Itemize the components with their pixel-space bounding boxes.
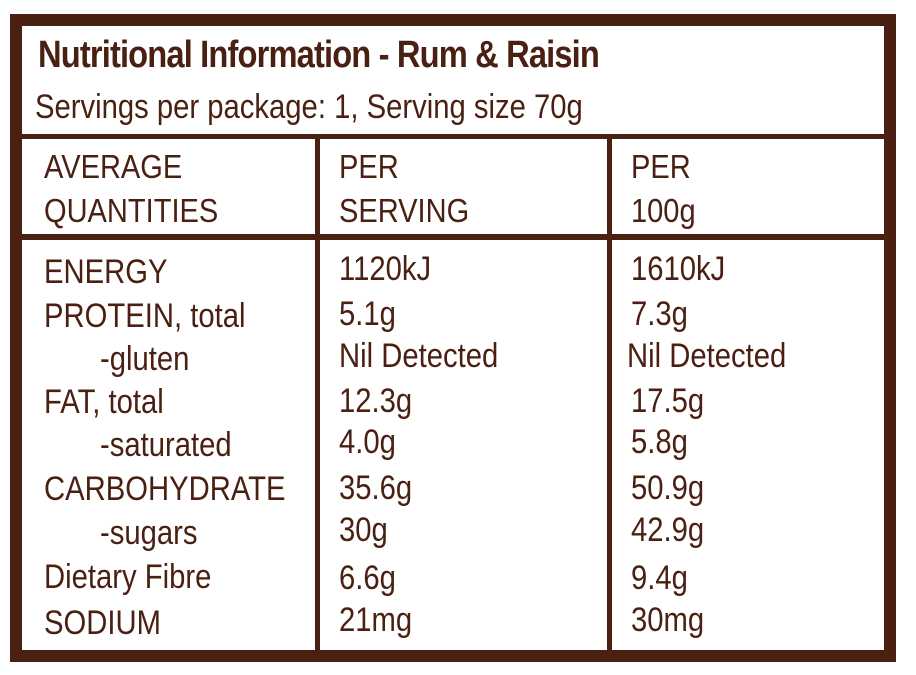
row-carbohydrate-per-100g: 50.9g	[631, 469, 705, 507]
row-dietary-fibre-per-100g: 9.4g	[631, 559, 688, 597]
column-header-per-100g: PER 100g	[631, 145, 696, 233]
column-header-per-100g-line1: PER	[631, 148, 691, 185]
column-header-per-serving-line2: SERVING	[339, 192, 470, 229]
row-sodium-label: SODIUM	[44, 604, 161, 642]
row-sodium-per-100g: 30mg	[631, 601, 705, 639]
row-saturated-per-serving: 4.0g	[339, 423, 396, 461]
nutrition-panel	[10, 14, 896, 662]
header-divider	[22, 134, 884, 139]
column-divider-1	[315, 136, 320, 650]
column-header-quantities-line1: AVERAGE	[44, 148, 183, 185]
row-saturated-label: -saturated	[100, 426, 232, 464]
row-dietary-fibre-label: Dietary Fibre	[44, 558, 212, 596]
row-gluten-per-serving: Nil Detected	[339, 337, 499, 375]
column-header-divider	[22, 234, 884, 240]
row-carbohydrate-label: CARBOHYDRATE	[44, 470, 286, 508]
row-protein-per-100g: 7.3g	[631, 295, 688, 333]
panel-title: Nutritional Information - Rum & Raisin	[38, 34, 600, 76]
row-fat-per-serving: 12.3g	[339, 382, 413, 420]
row-sugars-label: -sugars	[100, 514, 198, 552]
row-energy-per-serving: 1120kJ	[339, 250, 432, 288]
row-carbohydrate-per-serving: 35.6g	[339, 469, 413, 507]
serving-info: Servings per package: 1, Serving size 70…	[35, 88, 583, 126]
row-fat-label: FAT, total	[44, 383, 164, 421]
row-energy-label: ENERGY	[44, 253, 168, 291]
row-saturated-per-100g: 5.8g	[631, 423, 688, 461]
row-sugars-per-100g: 42.9g	[631, 511, 705, 549]
row-gluten-per-100g: Nil Detected	[627, 337, 787, 375]
row-sugars-per-serving: 30g	[339, 511, 388, 549]
row-protein-label: PROTEIN, total	[44, 297, 246, 335]
column-header-quantities-line2: QUANTITIES	[44, 192, 219, 229]
column-divider-2	[607, 136, 612, 650]
row-protein-per-serving: 5.1g	[339, 295, 396, 333]
column-header-per-100g-line2: 100g	[631, 192, 696, 229]
row-dietary-fibre-per-serving: 6.6g	[339, 559, 396, 597]
column-header-per-serving: PER SERVING	[339, 145, 469, 233]
row-fat-per-100g: 17.5g	[631, 382, 705, 420]
column-header-per-serving-line1: PER	[339, 148, 399, 185]
row-gluten-label: -gluten	[100, 340, 190, 378]
row-energy-per-100g: 1610kJ	[631, 250, 726, 288]
column-header-quantities: AVERAGE QUANTITIES	[44, 145, 218, 233]
row-sodium-per-serving: 21mg	[339, 601, 413, 639]
